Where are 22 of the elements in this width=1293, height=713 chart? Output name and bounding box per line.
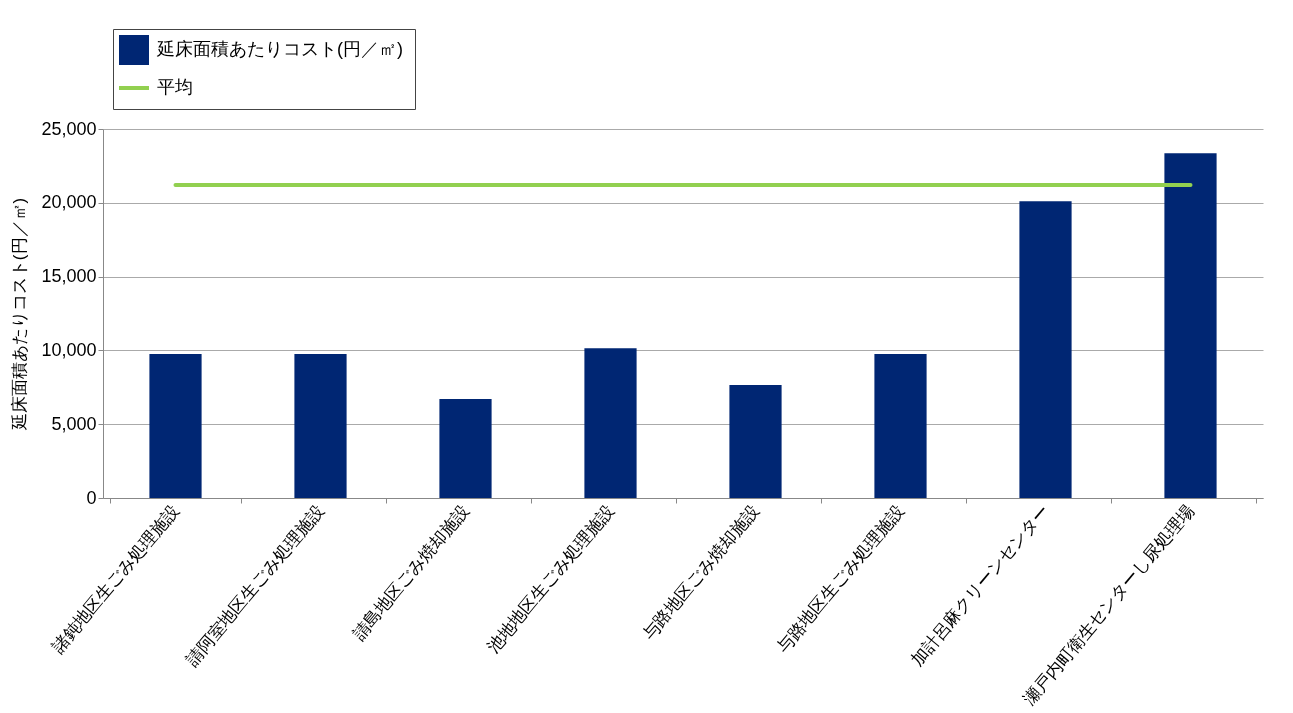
y-tick-label: 20,000 xyxy=(41,192,97,213)
bar xyxy=(874,354,927,498)
y-tick-label: 10,000 xyxy=(41,339,97,360)
y-tick-label: 25,000 xyxy=(41,118,97,139)
y-tick-label: 15,000 xyxy=(41,266,97,287)
bar xyxy=(149,354,202,498)
x-tick-label: 池地地区生ごみ処理施設 xyxy=(483,501,618,657)
legend-label: 延床面積あたりコスト(円／㎡) xyxy=(156,39,403,59)
bar xyxy=(584,348,637,498)
legend-label: 平均 xyxy=(157,77,193,97)
x-tick-label: 与路地区生ごみ処理施設 xyxy=(773,501,908,657)
bar xyxy=(1019,201,1072,498)
y-tick-label: 5,000 xyxy=(51,413,97,434)
bar xyxy=(1164,153,1217,498)
x-tick-label: 請阿室地区生ごみ処理施設 xyxy=(182,501,328,670)
y-axis-title: 延床面積あたりコスト(円／㎡) xyxy=(10,197,30,432)
bar xyxy=(294,354,347,498)
bar xyxy=(729,385,782,498)
y-tick-label: 0 xyxy=(86,487,97,508)
x-tick-label: 与路地区ごみ焼却施設 xyxy=(639,501,763,644)
x-tick-label: 請島地区ごみ焼却施設 xyxy=(349,501,473,644)
bar xyxy=(439,399,492,498)
